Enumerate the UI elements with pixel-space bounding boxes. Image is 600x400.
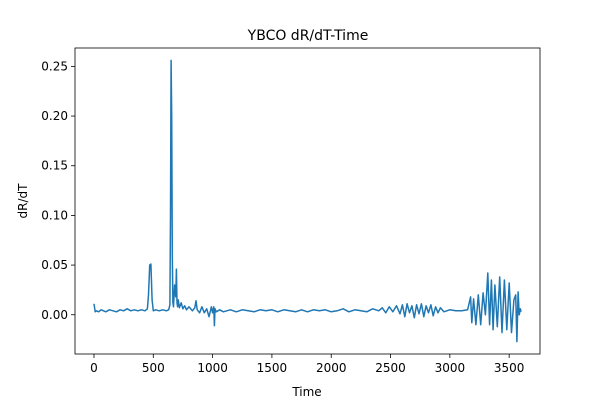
plot-area: 0 500 1000 1500 2000 2500 3000 3500 0.00 0.05 0.1… bbox=[41, 48, 540, 375]
x-tick-label: 2500 bbox=[375, 361, 406, 375]
y-axis-label: dR/dT bbox=[16, 183, 30, 219]
x-tick-label: 3000 bbox=[435, 361, 466, 375]
x-tick-label: 2000 bbox=[316, 361, 347, 375]
x-axis-label: Time bbox=[291, 385, 321, 399]
y-tick-label: 0.00 bbox=[41, 308, 68, 322]
x-tick-label: 1500 bbox=[257, 361, 288, 375]
x-tick-label: 500 bbox=[142, 361, 165, 375]
y-tick-label: 0.15 bbox=[41, 159, 68, 173]
y-tick-label: 0.20 bbox=[41, 109, 68, 123]
plot-background bbox=[75, 48, 540, 354]
x-tick-label: 1000 bbox=[197, 361, 228, 375]
y-tick-label: 0.05 bbox=[41, 258, 68, 272]
x-tick-label: 0 bbox=[90, 361, 98, 375]
chart-title: YBCO dR/dT-Time bbox=[247, 28, 369, 44]
y-tick-label: 0.10 bbox=[41, 208, 68, 222]
y-tick-label: 0.25 bbox=[41, 59, 68, 73]
x-tick-label: 3500 bbox=[494, 361, 525, 375]
